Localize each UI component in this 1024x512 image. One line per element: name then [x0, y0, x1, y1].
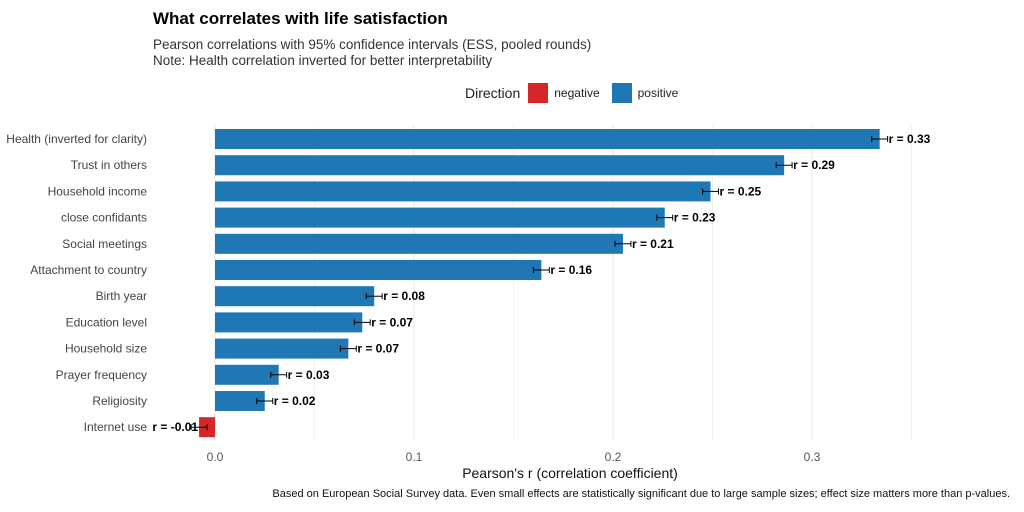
bar: [215, 338, 349, 359]
data-label: r = 0.29: [793, 158, 835, 172]
bar: [215, 155, 785, 176]
bar: [215, 181, 711, 202]
chart-title: What correlates with life satisfaction: [153, 9, 448, 28]
legend-label-positive: positive: [637, 86, 679, 100]
chart-note: Note: Health correlation inverted for be…: [153, 53, 493, 68]
data-label: r = 0.33: [889, 132, 931, 146]
y-tick-label: Religiosity: [92, 394, 147, 408]
bar: [215, 129, 880, 149]
y-tick-label: Trust in others: [71, 158, 147, 172]
data-label: r = 0.25: [720, 184, 762, 198]
legend: Direction negative positive: [465, 83, 678, 103]
bar: [215, 260, 542, 280]
data-label: r = -0.01: [152, 420, 198, 434]
data-label: r = 0.07: [357, 342, 399, 356]
bar: [215, 391, 265, 411]
y-tick-label: Social meetings: [62, 237, 147, 251]
data-label: r = 0.02: [274, 394, 316, 408]
y-tick-label: Internet use: [84, 420, 148, 434]
x-tick-label: 0.2: [605, 450, 622, 464]
data-label: r = 0.16: [550, 263, 592, 277]
data-label: r = 0.21: [632, 237, 674, 251]
x-tick-label: 0.0: [207, 450, 224, 464]
data-label: r = 0.23: [674, 211, 716, 225]
chart-subtitle: Pearson correlations with 95% confidence…: [153, 37, 592, 52]
y-tick-label: Birth year: [96, 289, 147, 303]
bar: [215, 364, 279, 385]
data-label: r = 0.07: [371, 315, 413, 329]
legend-swatch-negative: [528, 83, 549, 103]
y-tick-label: Education level: [66, 315, 147, 329]
y-tick-label: Household size: [65, 342, 147, 356]
y-tick-label: Health (inverted for clarity): [6, 132, 147, 146]
x-tick-label: 0.3: [804, 450, 821, 464]
bar: [215, 312, 363, 333]
legend-swatch-positive: [611, 83, 632, 103]
y-tick-label: close confidants: [61, 211, 147, 225]
data-label: r = 0.08: [383, 289, 425, 303]
chart-caption: Based on European Social Survey data. Ev…: [272, 488, 1010, 500]
y-tick-label: Prayer frequency: [56, 368, 147, 382]
bar: [215, 207, 665, 228]
data-label: r = 0.03: [288, 368, 330, 382]
x-tick-label: 0.1: [406, 450, 423, 464]
legend-title: Direction: [465, 85, 521, 101]
legend-label-negative: negative: [554, 86, 600, 100]
bar: [215, 233, 623, 254]
x-axis-title: Pearson's r (correlation coefficient): [462, 465, 678, 481]
y-tick-label: Household income: [48, 184, 148, 198]
bar: [215, 286, 375, 307]
y-tick-label: Attachment to country: [30, 263, 147, 277]
